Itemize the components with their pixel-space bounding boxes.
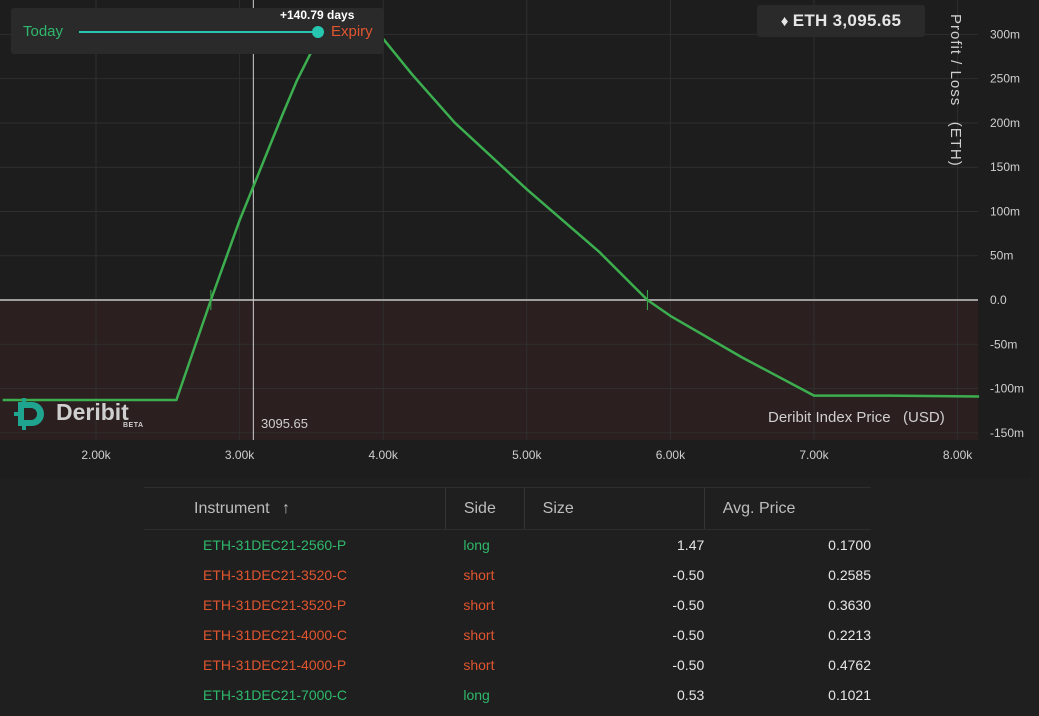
instrument-cell[interactable]: ETH-31DEC21-2560-P [144,530,445,561]
x-tick-label: 8.00k [943,448,973,462]
spot-price-label: 3095.65 [261,416,308,431]
column-header-side[interactable]: Side [444,487,525,530]
instrument-cell[interactable]: ETH-31DEC21-4000-C [144,620,445,650]
loss-zone [0,300,978,440]
y-tick-label: -50m [990,337,1017,351]
size-cell: 1.47 [677,537,705,553]
x-tick-label: 7.00k [799,448,829,462]
instrument-name[interactable]: ETH-31DEC21-3520-C [203,567,347,583]
side-cell: short [445,590,524,620]
column-header-size[interactable]: Size [523,487,705,530]
size-cell: -0.50 [672,657,705,673]
size-cell: -0.50 [672,567,705,583]
logo-beta-tag: BETA [123,422,144,429]
column-header-instrument[interactable]: Instrument ↑ [144,487,446,530]
table-row[interactable]: ETH-31DEC21-4000-P short -0.50 0.4762 [144,650,871,680]
table-row[interactable]: ETH-31DEC21-2560-P long 1.47 0.1700 [144,530,871,561]
expiry-label[interactable]: Expiry [331,23,373,40]
column-header-label: Size [542,499,574,517]
sort-ascending-icon[interactable]: ↑ [282,499,291,517]
instrument-cell[interactable]: ETH-31DEC21-4000-P [144,650,445,680]
size-cell: 0.53 [677,687,705,703]
y-tick-label: 50m [990,249,1013,263]
payoff-chart-panel: 2.00k 3.00k 4.00k 5.00k 6.00k 7.00k 8.00k 300m 2… [0,0,1030,478]
x-tick-label: 3.00k [225,448,255,462]
y-tick-label: -100m [990,382,1024,396]
payoff-chart[interactable]: 2.00k 3.00k 4.00k 5.00k 6.00k 7.00k 8.00k 300m 2… [0,0,1030,478]
size-cell: -0.50 [672,627,705,643]
table-row[interactable]: ETH-31DEC21-7000-C long 0.53 0.1021 [144,680,871,710]
side-value: short [463,597,495,613]
instrument-cell[interactable]: ETH-31DEC21-3520-C [144,560,445,590]
index-price-badge: ♦ ETH 3,095.65 [757,5,925,37]
y-tick-label: 0.0 [990,293,1007,307]
avg-price-cell: 0.4762 [828,657,871,673]
avg-price-cell: 0.1700 [828,537,871,553]
y-tick-label: 300m [990,27,1020,41]
instrument-cell[interactable]: ETH-31DEC21-7000-C [144,680,445,710]
avg-price-cell: 0.2213 [828,627,871,643]
positions-table-body: ETH-31DEC21-2560-P long 1.47 0.1700 ETH-31DE… [144,530,871,711]
side-cell: short [445,560,524,590]
x-axis-title: Deribit Index Price (USD) [768,409,945,426]
instrument-cell[interactable]: ETH-31DEC21-3520-P [144,590,445,620]
avg-price-cell: 0.3630 [828,597,871,613]
table-row[interactable]: ETH-31DEC21-3520-C short -0.50 0.2585 [144,560,871,590]
table-row[interactable]: ETH-31DEC21-4000-C short -0.50 0.2213 [144,620,871,650]
positions-table: Instrument ↑ Side Size Avg. Price ETH-31… [144,487,871,710]
instrument-name[interactable]: ETH-31DEC21-4000-P [203,657,347,673]
side-value: short [463,627,495,643]
ethereum-icon: ♦ [780,13,789,30]
x-tick-label: 5.00k [512,448,542,462]
column-header-label: Avg. Price [722,499,796,517]
days-offset-label: +140.79 days [280,8,355,22]
column-header-label: Side [463,499,496,517]
instrument-name[interactable]: ETH-31DEC21-3520-P [203,597,347,613]
instrument-name[interactable]: ETH-31DEC21-2560-P [203,537,347,553]
table-row[interactable]: ETH-31DEC21-3520-P short -0.50 0.3630 [144,590,871,620]
avg-price-cell: 0.2585 [828,567,871,583]
x-tick-label: 6.00k [656,448,686,462]
logo-wordmark: Deribit [56,399,129,425]
side-cell: short [445,650,524,680]
y-tick-label: 150m [990,160,1020,174]
side-cell: long [445,680,524,710]
y-tick-label: 200m [990,116,1020,130]
size-cell: -0.50 [672,597,705,613]
today-label[interactable]: Today [23,23,64,40]
y-tick-label: 100m [990,204,1020,218]
y-tick-label: -150m [990,426,1024,440]
side-cell: short [445,620,524,650]
payoff-series-line[interactable] [2,37,980,402]
deribit-logo-icon [14,398,44,430]
side-cell: long [445,530,524,561]
time-slider-handle[interactable] [312,26,324,38]
x-tick-label: 2.00k [81,448,111,462]
column-header-label: Instrument [194,499,270,517]
deribit-logo: Deribit BETA [14,398,144,434]
time-slider-track[interactable] [79,31,317,33]
instrument-name[interactable]: ETH-31DEC21-4000-C [203,627,347,643]
side-value: long [463,687,490,703]
instrument-name[interactable]: ETH-31DEC21-7000-C [203,687,347,703]
index-price-value: ETH 3,095.65 [792,11,902,30]
y-tick-label: 250m [990,72,1020,86]
x-tick-label: 4.00k [369,448,399,462]
side-value: long [463,537,490,553]
side-value: short [463,567,495,583]
y-axis-title: Profit / Loss (ETH) [947,14,964,167]
table-header-row: Instrument ↑ Side Size Avg. Price [144,487,871,530]
column-header-avg-price[interactable]: Avg. Price [703,487,871,530]
side-value: short [463,657,495,673]
avg-price-cell: 0.1021 [828,687,871,703]
